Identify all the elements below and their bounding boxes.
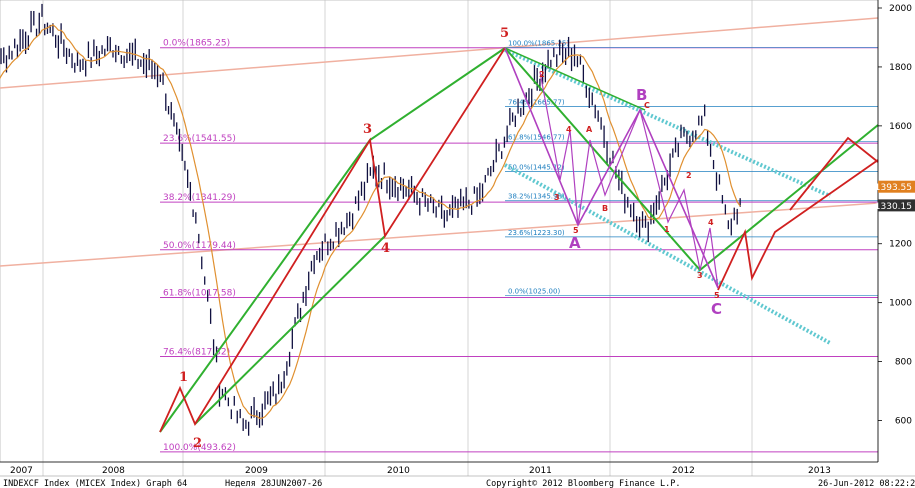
x-tick-2013: 2013 (808, 466, 831, 476)
y-tick-label: 2000 (889, 4, 912, 14)
sub-wave-r4: 4 (708, 218, 714, 227)
fib-label: 100.0%(493.62) (163, 443, 236, 453)
x-tick-2012: 2012 (672, 466, 695, 476)
wave-label-a: A (569, 234, 581, 252)
sub-wave-r3: 3 (697, 271, 703, 280)
sub-wave-b: B (602, 204, 608, 213)
x-tick-2007: 2007 (10, 466, 33, 476)
moving-average-line (0, 24, 741, 420)
last-price-tags: 1393.55 1330.15 (875, 180, 915, 212)
last-price-value: 1330.15 (875, 202, 912, 212)
sub-wave-c: C (644, 101, 650, 110)
wave-label-3: 3 (363, 122, 372, 137)
fib-label: 0.0%(1865.25) (163, 39, 230, 49)
sub-wave-2: 4 (566, 125, 572, 134)
y-tick-label: 1800 (889, 63, 912, 73)
last-price-value: 1393.55 (875, 183, 912, 193)
x-tick-2008: 2008 (102, 466, 125, 476)
fib2-label: 38.2%(1345.98) (508, 193, 565, 201)
downtrend-channel (504, 48, 831, 345)
fib2-label: 50.0%(1445.12) (508, 164, 565, 172)
fib2-label: 100.0%(1865.25) (508, 40, 569, 48)
sub-wave-1: 2 (539, 70, 545, 79)
wave-label-1: 1 (179, 370, 188, 385)
abc-correction (504, 47, 719, 289)
sub-wave-r2: 2 (686, 171, 692, 180)
x-tick-2009: 2009 (245, 466, 268, 476)
fib-levels-primary: 0.0%(1865.25) 23.6%(1541.55) 38.2%(1341.29… (160, 39, 878, 453)
wave-label-4: 4 (381, 241, 390, 256)
wave-labels: 1 2 3 4 5 A B C 2 4 3 A B C 5 1 2 3 4 5 (179, 26, 722, 451)
sub-wave-a: A (586, 125, 593, 134)
fib-label: 76.4%(817.32) (163, 347, 230, 357)
footer-timestamp: 26-Jun-2012 08:22:22 (818, 479, 915, 488)
elliott-wave-red (159, 47, 879, 433)
fib-label: 38.2%(1341.29) (163, 193, 236, 203)
y-tick-label: 800 (895, 358, 912, 368)
fib-label: 50.0%(1179.44) (163, 241, 236, 251)
y-tick-label: 600 (895, 417, 912, 427)
fib-label: 61.8%(1017.58) (163, 288, 236, 298)
x-tick-2010: 2010 (387, 466, 410, 476)
y-tick-label: 1200 (889, 240, 912, 250)
footer-ticker: INDEXCF Index (MICEX Index) Graph 64 (3, 479, 187, 488)
last-price-tag (878, 180, 915, 193)
footer-copyright: Copyright© 2012 Bloomberg Finance L.P. (486, 479, 680, 488)
sub-wave-5: 5 (573, 226, 579, 235)
fib-levels-secondary: 100.0%(1865.25) 76.4%(1665.77) 61.8%(1546.… (505, 40, 878, 296)
fib-label: 23.6%(1541.55) (163, 134, 236, 144)
wave-label-2: 2 (193, 436, 202, 451)
sub-wave-r5: 5 (714, 291, 720, 300)
fib2-label: 0.0%(1025.00) (508, 287, 560, 295)
sub-wave-3: 3 (554, 193, 560, 202)
wave-label-5: 5 (500, 26, 509, 41)
x-tick-2011: 2011 (529, 466, 552, 476)
fib2-label: 61.8%(1546.77) (508, 134, 565, 142)
sub-wave-r1: 1 (664, 225, 670, 234)
last-price-tag (878, 199, 915, 212)
fib2-label: 76.4%(1665.77) (508, 98, 565, 106)
wave-label-c: C (711, 300, 722, 318)
fib2-label: 23.6%(1223.30) (508, 229, 565, 237)
y-tick-label: 1000 (889, 299, 912, 309)
footer-period: Неделя 28JUN2007-26 (225, 479, 322, 488)
x-axis-labels: 2007 2008 2009 2010 2011 2012 2013 (10, 466, 831, 476)
y-tick-label: 1600 (889, 122, 912, 132)
wave-label-b: B (636, 86, 647, 104)
